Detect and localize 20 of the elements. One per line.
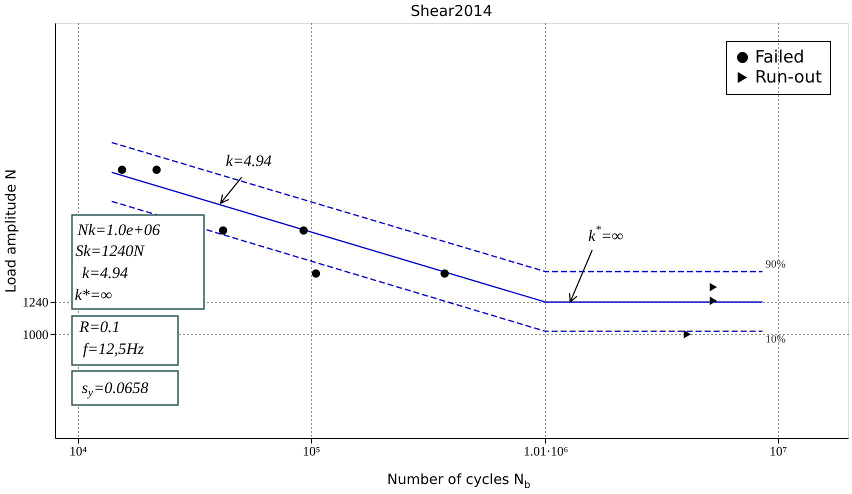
annotation: Sk=1240N [75,243,146,260]
annotation: Nk=1.0e+06 [76,222,160,239]
legend-label: Run-out [755,68,822,88]
legend-label: Failed [755,48,804,68]
series-label: 10% [765,333,786,346]
annotation: R=0.1 [78,319,120,336]
y-tick-label: 1000 [22,326,48,342]
x-tick-label: 10⁷ [769,444,788,458]
annotation: k=4.94 [82,265,128,282]
x-tick-label: 1.01·10⁶ [524,444,568,458]
annotation: k*=∞ [588,224,624,246]
y-axis-title: Load amplitude N [4,169,20,293]
y-tick-label: 1240 [22,294,48,310]
x-tick-label: 10⁵ [302,444,320,458]
chart-title: Shear2014 [410,2,492,20]
series-label: 90% [765,258,786,271]
annotation: k=4.94 [226,153,272,170]
x-tick-label: 10⁴ [69,444,88,458]
annotation: k*=∞ [74,287,112,304]
annotation: f=12,5Hz [82,341,145,358]
